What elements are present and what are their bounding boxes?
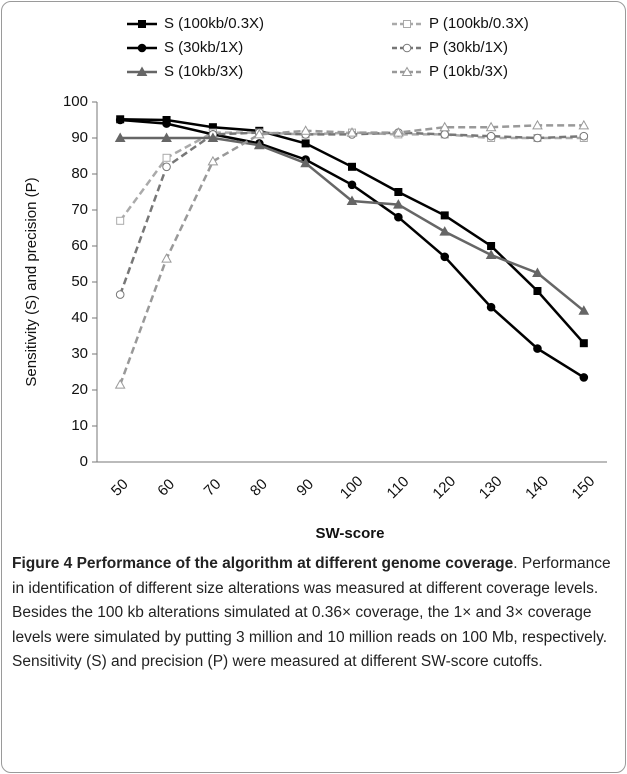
data-point — [439, 226, 451, 236]
data-point — [346, 127, 358, 137]
data-point — [487, 242, 496, 250]
x-tick-label: 60 — [154, 476, 178, 500]
data-point — [346, 195, 358, 205]
series-line — [120, 118, 585, 345]
data-point — [533, 344, 542, 353]
y-tick-label: 40 — [71, 309, 88, 326]
legend-label: S (30kb/1X) — [164, 39, 243, 56]
x-tick-label: 70 — [201, 476, 225, 500]
legend-label: P (30kb/1X) — [429, 39, 508, 56]
y-axis-title: Sensitivity (S) and precision (P) — [23, 177, 40, 386]
data-point — [162, 153, 171, 162]
data-point — [486, 131, 496, 141]
chart: Sensitivity (S) and precision (P) SW-sco… — [23, 15, 607, 542]
legend-marker — [403, 20, 411, 28]
series-line — [120, 118, 585, 379]
y-tick-label: 90 — [71, 129, 88, 146]
caption: Figure 4 Performance of the algorithm at… — [2, 550, 625, 675]
x-tick-label: 120 — [429, 473, 459, 503]
data-point — [579, 373, 589, 382]
data-point — [578, 119, 590, 130]
data-point — [440, 130, 450, 139]
data-point — [578, 305, 590, 315]
data-point — [207, 132, 219, 142]
data-point — [300, 125, 311, 135]
y-tick-label: 50 — [71, 273, 88, 290]
data-point — [207, 155, 219, 166]
legend-marker — [402, 43, 412, 53]
data-point — [301, 139, 310, 148]
data-point — [162, 162, 171, 172]
data-point — [393, 199, 404, 209]
y-tick-label: 70 — [71, 201, 88, 218]
legend-marker — [401, 66, 413, 76]
data-point — [115, 290, 125, 299]
data-point — [300, 157, 311, 168]
data-point — [115, 115, 125, 125]
y-tick-label: 0 — [80, 453, 88, 470]
series-line — [119, 131, 584, 296]
data-point — [579, 131, 589, 141]
y-tick-label: 10 — [71, 417, 88, 434]
caption-label: Figure 4 Performance of the algorithm at… — [12, 555, 514, 572]
x-tick-label: 110 — [384, 473, 413, 502]
data-point — [394, 188, 403, 196]
data-point — [348, 162, 356, 171]
data-point — [253, 128, 265, 139]
data-point — [533, 133, 542, 143]
legend-marker — [137, 43, 147, 53]
legend-label: P (10kb/3X) — [429, 63, 508, 80]
y-tick-label: 100 — [63, 93, 88, 110]
data-point — [114, 132, 126, 142]
data-point — [162, 119, 171, 128]
data-point — [253, 139, 265, 150]
y-tick-label: 80 — [71, 165, 88, 182]
data-point — [393, 127, 404, 137]
x-tick-label: 90 — [293, 476, 317, 500]
legend-label: S (10kb/3X) — [164, 63, 243, 80]
x-tick-label: 100 — [337, 473, 367, 503]
caption-text: . Performance in identification of diffe… — [12, 555, 611, 670]
legend-marker — [136, 66, 148, 76]
x-tick-label: 80 — [247, 476, 271, 500]
data-point — [116, 216, 125, 225]
x-tick-label: 130 — [476, 473, 506, 503]
y-tick-label: 20 — [71, 381, 88, 398]
y-tick-label: 30 — [71, 345, 88, 362]
y-tick-label: 60 — [71, 237, 88, 254]
data-point — [114, 379, 126, 389]
data-point — [533, 287, 542, 295]
data-point — [440, 252, 450, 262]
data-point — [347, 180, 357, 190]
data-point — [161, 132, 172, 142]
legend-marker — [138, 20, 146, 28]
data-point — [486, 302, 496, 312]
data-point — [439, 121, 451, 132]
data-point — [532, 267, 543, 277]
x-axis-title: SW-score — [316, 525, 385, 542]
data-point — [440, 211, 449, 220]
x-tick-label: 50 — [108, 476, 132, 500]
data-point — [394, 212, 403, 222]
data-point — [161, 253, 172, 263]
legend-label: S (100kb/0.3X) — [164, 15, 264, 32]
data-point — [579, 339, 588, 348]
x-tick-label: 150 — [569, 473, 599, 503]
x-tick-label: 140 — [522, 473, 552, 503]
data-point — [485, 249, 497, 259]
legend-label: P (100kb/0.3X) — [429, 15, 529, 32]
data-point — [485, 121, 497, 132]
data-point — [532, 119, 543, 130]
